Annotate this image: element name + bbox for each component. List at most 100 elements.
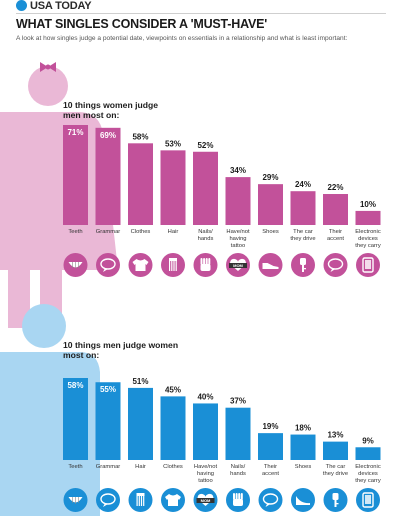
shirt-icon	[165, 494, 181, 506]
category-label: Teeth	[68, 229, 82, 235]
comb-icon	[169, 258, 177, 271]
value-label: 9%	[362, 436, 374, 445]
value-label: 58%	[67, 381, 83, 390]
hand-icon	[200, 258, 211, 271]
value-label: 69%	[100, 131, 116, 140]
chart-title-line: 10 things men judge women	[63, 340, 178, 350]
category-label: they carry	[355, 243, 381, 249]
bar	[63, 125, 88, 225]
man-head	[22, 304, 66, 348]
value-label: 58%	[132, 132, 148, 141]
shirt-icon	[132, 259, 149, 271]
page-subtitle: A look at how singles judge a potential …	[16, 35, 348, 42]
bar	[225, 407, 251, 460]
icon-badge	[161, 253, 185, 277]
value-label: 10%	[360, 200, 376, 209]
icon-badge	[323, 253, 348, 277]
speech-bubble-icon	[262, 493, 279, 507]
value-label: 53%	[165, 139, 181, 148]
brand-logo-icon	[16, 0, 27, 11]
car-key-icon	[332, 493, 339, 507]
icon-badge	[128, 488, 153, 512]
bar	[128, 387, 153, 460]
value-label: 45%	[165, 385, 181, 394]
category-label: Grammar	[96, 229, 121, 235]
category-label: The car	[293, 229, 313, 235]
category-label: having	[229, 236, 246, 242]
figures	[0, 62, 118, 516]
category-label: Shoes	[295, 464, 312, 470]
category-label: The car	[326, 464, 346, 470]
svg-text:MOM: MOM	[201, 498, 211, 503]
phone-icon	[362, 257, 374, 273]
bar	[258, 433, 283, 460]
category-label: devices	[358, 236, 378, 242]
bar	[323, 441, 348, 460]
value-label: 24%	[295, 180, 311, 189]
value-label: 52%	[197, 141, 213, 150]
high-heel-icon	[296, 496, 310, 505]
mom-tattoo-icon: MOM	[196, 493, 215, 506]
category-label: Nails/	[198, 229, 213, 235]
value-label: 40%	[197, 392, 213, 401]
value-label: 55%	[100, 385, 116, 394]
category-label: they drive	[323, 471, 348, 477]
bar	[128, 143, 153, 225]
value-label: 34%	[230, 166, 246, 175]
bar	[95, 127, 121, 225]
bar	[63, 378, 88, 460]
bar	[160, 150, 186, 225]
value-label: 13%	[327, 431, 343, 440]
category-label: hands	[230, 471, 246, 477]
woman-head	[28, 66, 68, 106]
comb-icon	[136, 493, 145, 506]
icon-badge	[258, 488, 283, 512]
woman-leg	[8, 268, 30, 328]
hand-icon	[233, 493, 243, 506]
speech-bubble-icon	[100, 493, 116, 507]
svg-text:MOM: MOM	[233, 263, 243, 268]
teeth-icon	[68, 497, 83, 504]
category-label: accent	[262, 471, 279, 477]
value-label: 71%	[67, 128, 83, 137]
bar	[355, 210, 381, 225]
teeth-icon	[68, 262, 83, 269]
category-label: Shoes	[262, 229, 279, 235]
category-label: hands	[198, 236, 214, 242]
shoe-icon	[262, 263, 279, 269]
bow-knot	[45, 64, 51, 70]
bar	[225, 177, 251, 225]
bar	[290, 191, 316, 225]
category-label: Teeth	[68, 464, 82, 470]
category-label: Their	[264, 464, 277, 470]
bar	[290, 434, 316, 460]
category-label: Clothes	[163, 464, 183, 470]
icon-badge	[291, 488, 315, 512]
category-label: Their	[329, 229, 342, 235]
category-label: accent	[327, 236, 344, 242]
bar	[193, 151, 218, 225]
icon-badge	[96, 253, 120, 277]
category-label: Grammar	[96, 464, 121, 470]
phone-icon	[362, 492, 374, 508]
bar	[193, 403, 218, 460]
value-label: 18%	[295, 424, 311, 433]
category-label: tattoo	[231, 243, 246, 249]
category-label: Hair	[168, 229, 179, 235]
value-label: 29%	[262, 173, 278, 182]
car-key-icon	[300, 258, 306, 272]
bar	[95, 382, 121, 460]
masthead: USA TODAY	[0, 0, 400, 12]
category-label: having	[197, 471, 214, 477]
value-label: 51%	[132, 377, 148, 386]
bar	[258, 184, 283, 225]
category-label: devices	[358, 471, 378, 477]
category-label: Have/not	[194, 464, 218, 470]
category-label: Clothes	[131, 229, 151, 235]
brand-name: USA TODAY	[30, 0, 92, 12]
category-label: they drive	[290, 236, 315, 242]
